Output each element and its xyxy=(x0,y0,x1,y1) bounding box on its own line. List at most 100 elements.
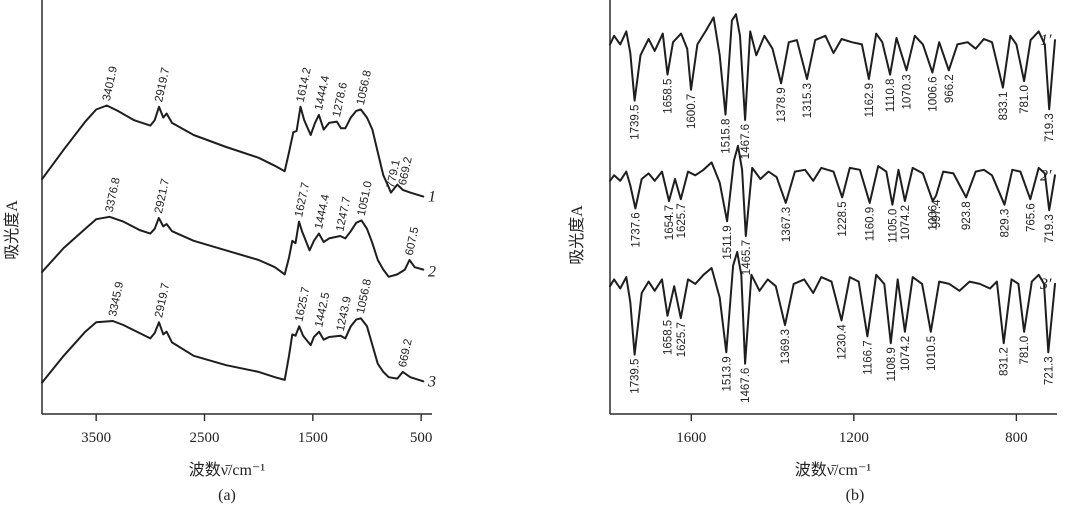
panel-a-series-2-peak-label-2: 1627.7 xyxy=(293,181,312,218)
panel-a-series-2-peak-label-3: 1444.4 xyxy=(313,193,332,230)
panel-a-series-1-peak-label-0: 3401.9 xyxy=(101,65,120,102)
panel-b-peak-labels: 1′ 1739.5 1658.5 1600.7 1515.8 1467.6 1378.9 13… xyxy=(630,32,1057,403)
panel-b-series-1-peak-label-2: 1600.7 xyxy=(686,94,698,129)
panel-b-series-2-peak-label-8: 1105.0 xyxy=(887,209,899,243)
panel-b-x-tick-label-1: 1200 xyxy=(839,430,869,446)
panel-b-series-3-peak-label-12: 781.0 xyxy=(1019,336,1031,365)
panel-b-x-tick-label-2: 800 xyxy=(1005,430,1028,446)
panel-b-series-2-peak-label-7: 1160.9 xyxy=(865,207,877,241)
panel-a-series-1-peak-label-5: 1056.8 xyxy=(355,69,374,106)
panel-a-series-1-line xyxy=(41,104,425,198)
panel-b-caption: (b) xyxy=(846,487,865,504)
panel-b-series-3-peak-label-2: 1625.7 xyxy=(676,322,688,357)
panel-a-series-3-peak-label-1: 2919.7 xyxy=(153,282,172,319)
panel-b-series-2-peak-label-6: 1228.5 xyxy=(837,201,849,236)
panel-b-series-2-peak-label-9: 1074.2 xyxy=(900,205,912,240)
panel-b-series-2-peak-label-5: 1367.3 xyxy=(781,207,793,242)
panel-a-x-tick-label-3: 500 xyxy=(410,430,433,446)
panel-b-series-3-peak-label-7: 1166.7 xyxy=(862,340,874,374)
panel-b-y-axis-title: 吸光度A xyxy=(568,205,586,265)
panel-b-series-2-peak-label-12: 923.8 xyxy=(961,201,973,230)
panel-a-x-tick-label-2: 1500 xyxy=(298,430,328,446)
panel-b-series-2-line xyxy=(609,144,1056,237)
panel-b-series-1-peak-label-12: 833.1 xyxy=(998,92,1010,121)
panel-a-series-3-peak-label-0: 3345.9 xyxy=(107,281,126,318)
panel-b-series-3-peak-label-6: 1230.4 xyxy=(837,324,849,360)
panel-a-series-1-peak-label-2: 1614.2 xyxy=(295,67,314,104)
panel-b-series-1-peak-label-3: 1515.8 xyxy=(721,119,733,154)
panel-a-series-3-name: 3 xyxy=(427,373,436,390)
panel-a-series-1-peak-label-3: 1444.4 xyxy=(313,74,332,111)
panel-a-series-2-peak-label-0: 3376.8 xyxy=(104,177,123,214)
panel-b-series-2-peak-label-11: 997.4 xyxy=(931,199,943,228)
panel-b-series-3-peak-label-5: 1369.3 xyxy=(780,329,792,364)
panel-a-series-1-peak-label-7: 669.2 xyxy=(397,156,415,187)
panel-b-series-3-line xyxy=(609,251,1056,365)
panel-a-series-3-peak-label-6: 669.2 xyxy=(397,338,415,369)
panel-b-series-3-peak-label-9: 1074.2 xyxy=(900,336,912,371)
panel-a-series-2-peak-label-4: 1247.7 xyxy=(334,196,353,233)
panel-a-series-2-peak-label-5: 1051.0 xyxy=(356,180,375,217)
panel-b-series-1-peak-label-5: 1378.9 xyxy=(776,87,788,122)
panel-a-series-1-peak-label-6: 779.1 xyxy=(385,159,403,190)
panel-b-ticks: 1600 1200 800 xyxy=(676,414,1028,446)
panel-b-x-tick-label-0: 1600 xyxy=(676,430,706,446)
panel-b-series-2-peak-label-10: 1006 xyxy=(928,205,940,231)
panel-a-series-2-peak-label-6: 607.5 xyxy=(404,226,422,257)
panel-a-x-tick-label-0: 3500 xyxy=(81,430,111,446)
panel-b-series-2-name: 2′ xyxy=(1040,167,1052,184)
panel-b-series-1-peak-label-7: 1162.9 xyxy=(864,83,876,117)
panel-b-series-3-peak-label-8: 1108.9 xyxy=(886,347,898,381)
panel-b-series-2-peak-label-2: 1625.7 xyxy=(676,203,688,238)
panel-b-series-1-peak-label-6: 1315.3 xyxy=(802,83,814,118)
panel-a-series-2-name: 2 xyxy=(428,264,436,281)
panel-b-curves xyxy=(609,13,1056,365)
panel-b-series-2-peak-label-4: 1465.7 xyxy=(741,240,753,275)
panel-b-series-1-peak-label-1: 1658.5 xyxy=(663,79,675,114)
panel-b-series-1-peak-label-11: 966.2 xyxy=(944,74,956,103)
panel-b-series-1-peak-label-8: 1110.8 xyxy=(885,79,897,112)
panel-b-series-2-peak-label-3: 1511.9 xyxy=(722,225,734,259)
panel-a-series-3-line xyxy=(41,317,425,384)
panel-b-series-1-peak-label-0: 1739.5 xyxy=(630,105,642,140)
panel-b-series-3-peak-label-11: 831.2 xyxy=(999,347,1011,376)
panel-b: 1600 1200 800 1′ 1739.5 1658.5 1600.7 1515.8 14… xyxy=(568,0,1057,504)
panel-b-series-2-peak-label-0: 1737.6 xyxy=(630,212,642,247)
panel-b-series-3-peak-label-4: 1467.6 xyxy=(740,368,752,403)
panel-a-series-2-line xyxy=(41,215,425,278)
panel-b-series-1-name: 1′ xyxy=(1040,32,1052,49)
panel-a-series-3-peak-label-5: 1056.8 xyxy=(355,278,374,315)
panel-a-series-1-name: 1 xyxy=(428,189,436,206)
panel-b-x-axis-title: 波数ν̄/cm⁻¹ xyxy=(795,461,872,479)
panel-b-series-3-peak-label-13: 721.3 xyxy=(1043,356,1055,385)
panel-a-y-axis-title: 吸光度A xyxy=(3,200,21,260)
panel-a-series-3-peak-label-2: 1625.7 xyxy=(293,286,312,323)
panel-a-series-1-peak-label-1: 2919.7 xyxy=(153,67,172,104)
panel-a-ticks: 3500 2500 1500 500 xyxy=(81,414,432,446)
panel-b-series-3-peak-label-1: 1658.5 xyxy=(663,320,675,355)
panel-a-series-3-peak-label-3: 1442.5 xyxy=(313,291,332,328)
panel-a-x-axis-title: 波数ν̄/cm⁻¹ xyxy=(189,461,266,479)
panel-b-series-3-peak-label-10: 1010.5 xyxy=(926,336,938,371)
panel-a-series-2-peak-label-1: 2921.7 xyxy=(153,178,172,215)
panel-b-series-1-peak-label-9: 1070.3 xyxy=(902,74,914,109)
panel-b-series-3-peak-label-0: 1739.5 xyxy=(630,359,642,394)
panel-b-series-3-peak-label-3: 1513.9 xyxy=(721,356,733,391)
panel-b-series-2-peak-label-13: 829.3 xyxy=(1000,209,1012,238)
panel-b-series-1-line xyxy=(609,13,1056,121)
panel-a-series-1-peak-label-4: 1278.6 xyxy=(331,81,350,118)
panel-a-caption: (a) xyxy=(218,487,236,504)
panel-b-series-2-peak-label-14: 765.6 xyxy=(1025,203,1037,232)
panel-b-series-1-peak-label-4: 1467.6 xyxy=(740,124,752,159)
panel-b-series-2-peak-label-15: 719.3 xyxy=(1044,214,1056,243)
panel-b-series-1-peak-label-14: 719.3 xyxy=(1044,113,1056,142)
panel-a-curves xyxy=(41,104,425,384)
panel-b-series-1-peak-label-10: 1006.6 xyxy=(927,77,939,112)
panel-b-series-1-peak-label-13: 781.0 xyxy=(1019,85,1031,114)
panel-b-series-2-peak-label-1: 1654.7 xyxy=(664,205,676,240)
panel-b-series-3-name: 3′ xyxy=(1039,276,1052,293)
panel-a-x-tick-label-1: 2500 xyxy=(190,430,220,446)
